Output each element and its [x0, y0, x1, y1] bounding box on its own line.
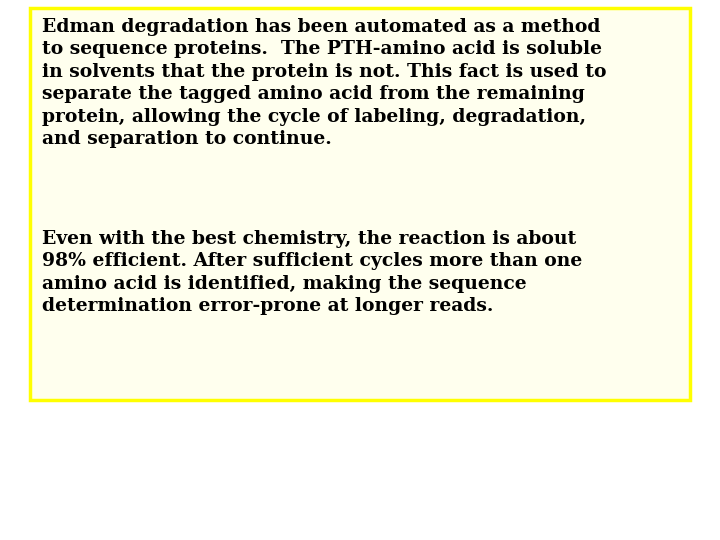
FancyBboxPatch shape: [30, 8, 690, 400]
Text: Edman degradation has been automated as a method
to sequence proteins.  The PTH-: Edman degradation has been automated as …: [42, 18, 606, 148]
Text: Even with the best chemistry, the reaction is about
98% efficient. After suffici: Even with the best chemistry, the reacti…: [42, 230, 582, 315]
